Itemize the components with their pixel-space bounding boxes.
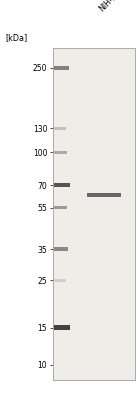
Text: [kDa]: [kDa]	[6, 33, 28, 42]
Text: NIH-3T3: NIH-3T3	[97, 0, 126, 14]
